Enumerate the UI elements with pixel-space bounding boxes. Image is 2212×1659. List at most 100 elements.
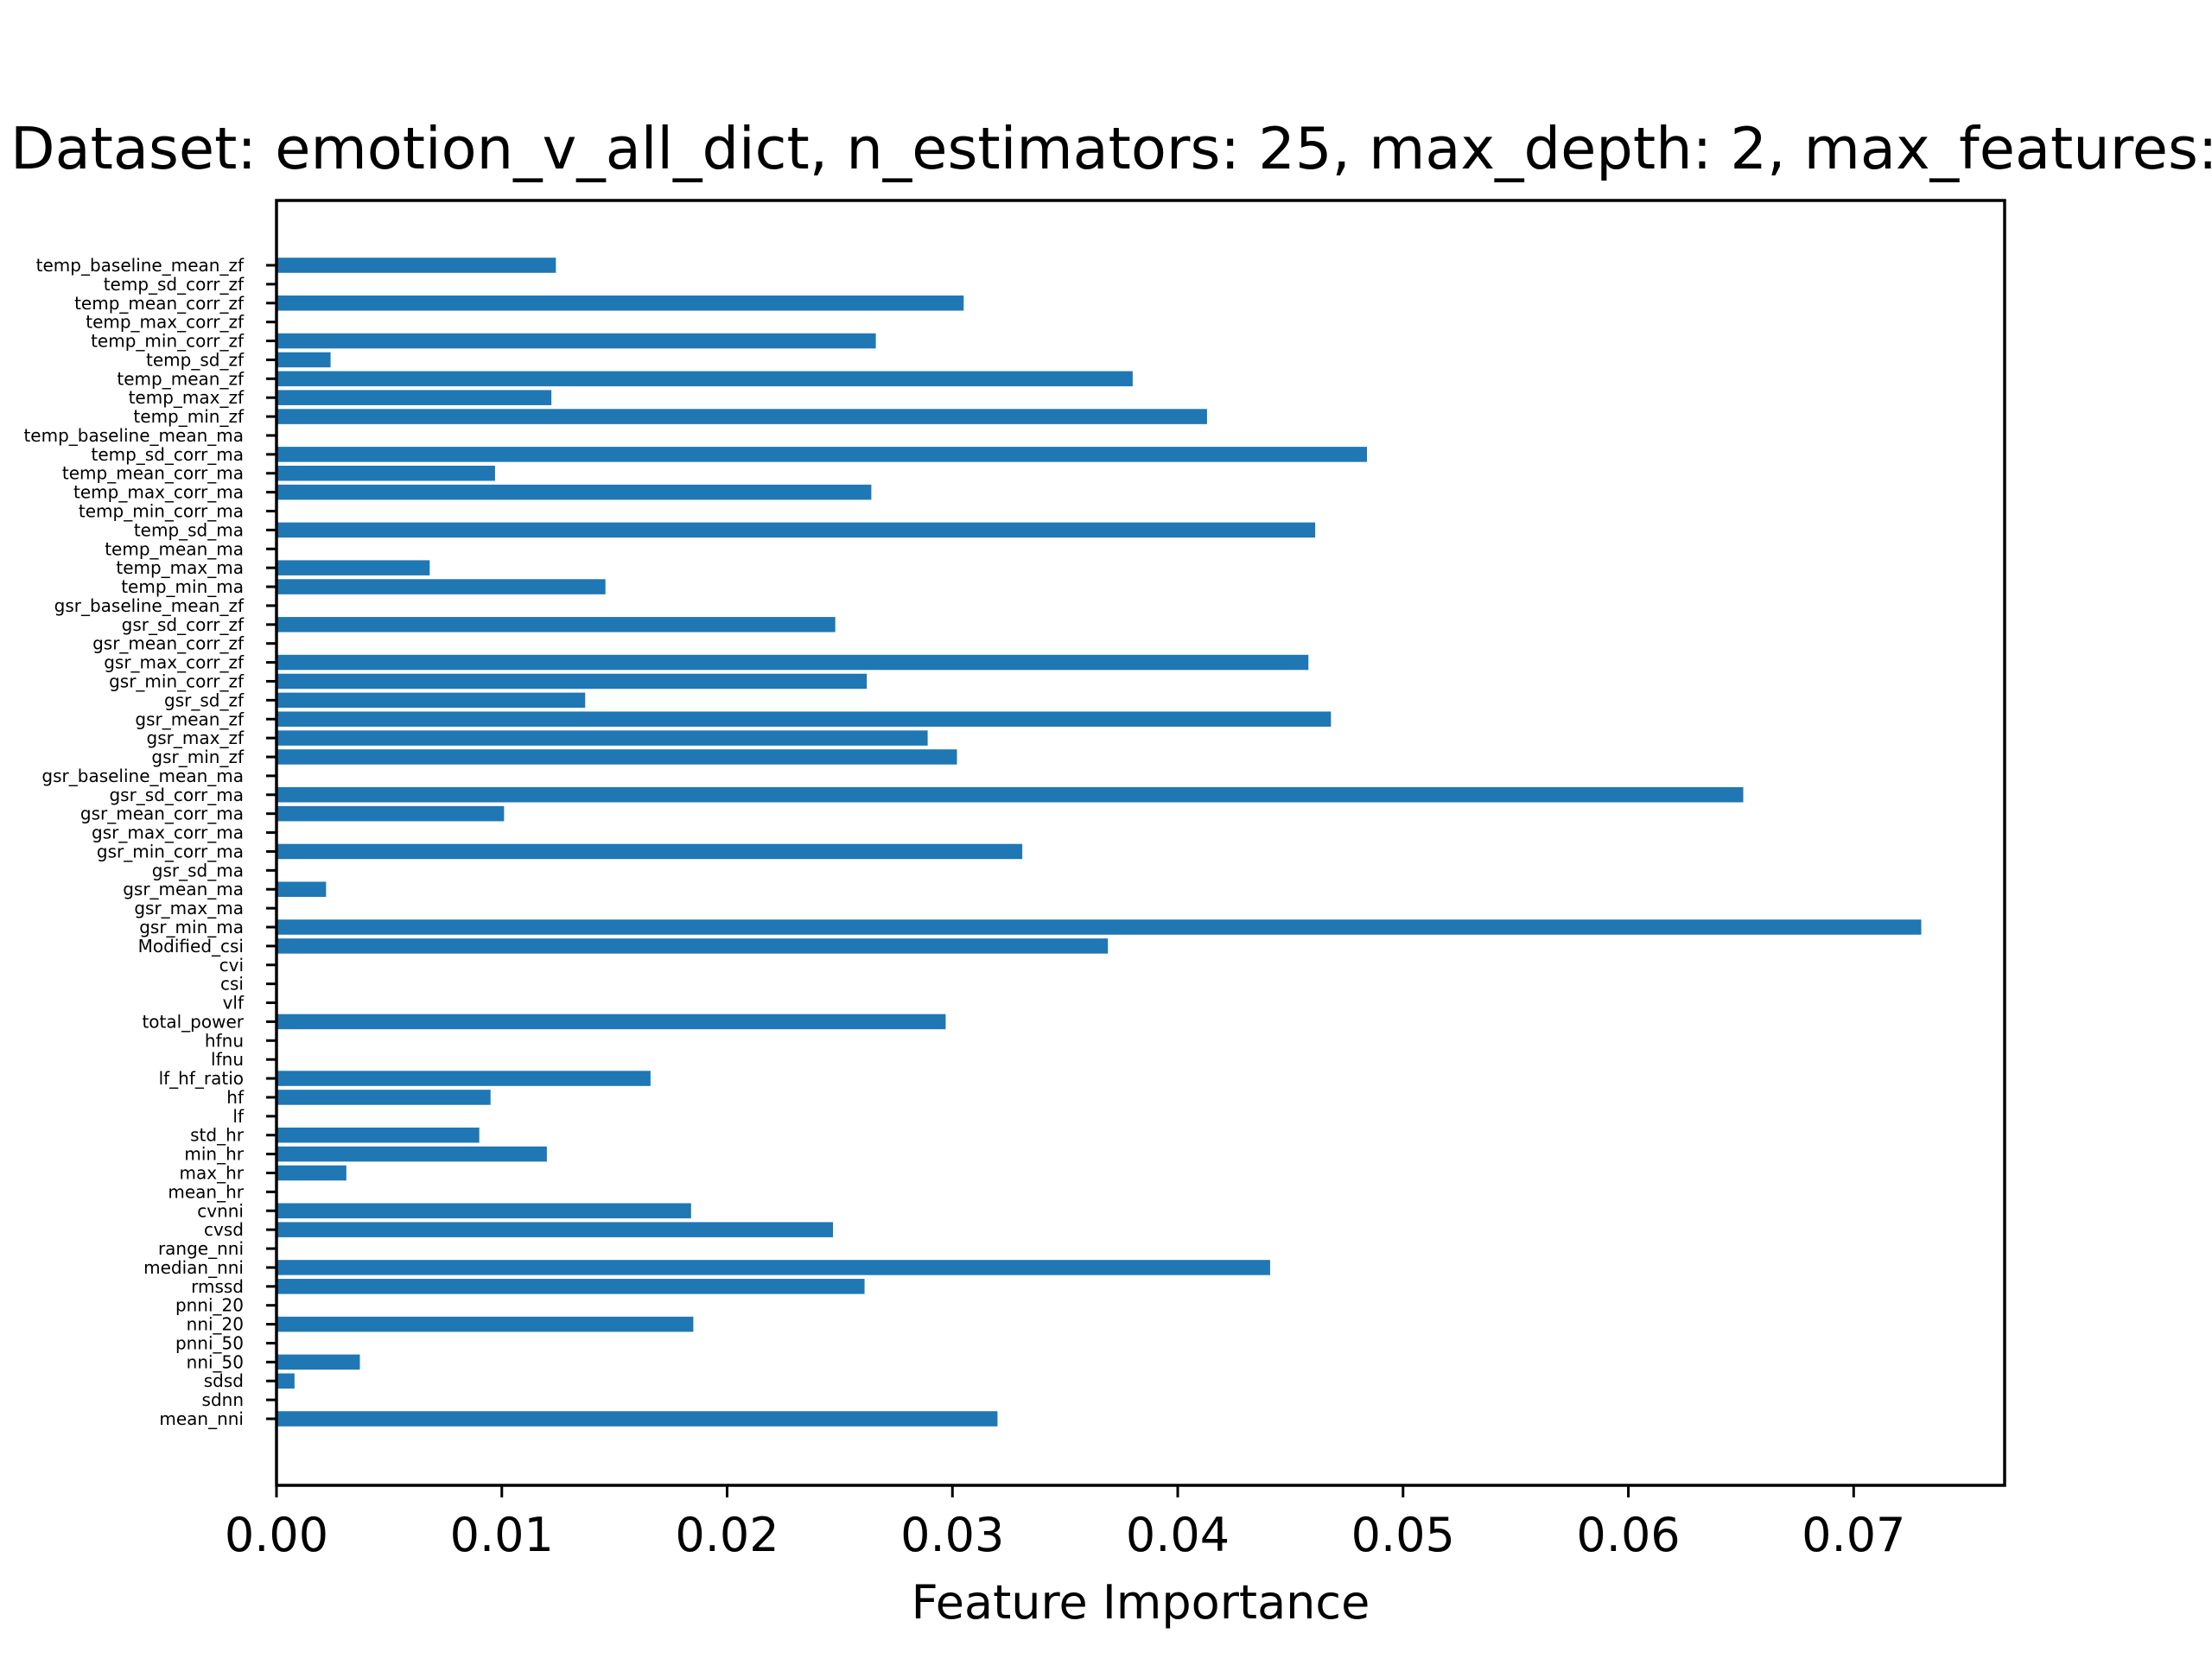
bar-temp_sd_zf	[276, 352, 331, 368]
bar-temp_baseline_mean_zf	[276, 257, 556, 273]
bars-group	[276, 257, 1922, 1427]
bar-max_hr	[276, 1165, 346, 1181]
y-tick-label: temp_min_corr_zf	[91, 331, 245, 352]
bar-gsr_mean_corr_ma	[276, 805, 505, 822]
bar-std_hr	[276, 1127, 480, 1143]
y-tick-label: gsr_sd_ma	[152, 860, 244, 880]
y-tick-label: gsr_mean_corr_zf	[92, 633, 245, 654]
y-tick-label: gsr_baseline_mean_zf	[54, 595, 245, 616]
y-tick-label: gsr_sd_corr_zf	[122, 614, 245, 635]
bar-rmssd	[276, 1279, 865, 1294]
x-tick-label: 0.01	[450, 1508, 554, 1562]
bar-temp_sd_ma	[276, 522, 1316, 538]
y-tick-label: cvi	[219, 955, 244, 976]
y-tick-label: temp_max_ma	[116, 557, 244, 578]
y-tick-label: total_power	[142, 1011, 244, 1032]
y-tick-label: temp_sd_zf	[146, 349, 245, 370]
y-tick-label: mean_hr	[168, 1181, 244, 1202]
y-tick-label: temp_sd_corr_ma	[91, 444, 244, 465]
y-tick-label: std_hr	[190, 1125, 245, 1146]
bar-temp_min_corr_zf	[276, 333, 876, 349]
bar-temp_min_zf	[276, 409, 1207, 424]
y-tick-label: temp_baseline_mean_zf	[36, 255, 245, 276]
y-tick-label: gsr_baseline_mean_ma	[41, 766, 244, 786]
y-tick-label: rmssd	[191, 1276, 244, 1297]
bar-gsr_mean_zf	[276, 711, 1332, 727]
y-tick-label: hf	[226, 1087, 245, 1108]
y-tick-label: gsr_min_corr_zf	[109, 671, 245, 691]
y-tick-label: gsr_mean_corr_ma	[80, 804, 244, 824]
bar-temp_mean_zf	[276, 371, 1133, 387]
bar-Modified_csi	[276, 938, 1109, 954]
x-tick-label: 0.00	[225, 1508, 328, 1562]
y-tick-label: sdsd	[204, 1370, 244, 1391]
y-tick-label: gsr_sd_zf	[164, 690, 245, 710]
bar-temp_max_corr_ma	[276, 484, 872, 500]
bar-cvnni	[276, 1203, 691, 1219]
y-tick-label: pnni_20	[175, 1295, 244, 1316]
y-tick-label: temp_mean_ma	[105, 538, 244, 559]
y-tick-label: temp_max_corr_zf	[86, 312, 245, 333]
bar-temp_max_zf	[276, 390, 552, 405]
y-tick-label: gsr_mean_zf	[135, 709, 245, 729]
bar-gsr_max_corr_zf	[276, 654, 1309, 671]
y-tick-label: lf_hf_ratio	[159, 1068, 244, 1089]
bar-lf_hf_ratio	[276, 1071, 651, 1086]
y-tick-label: nni_20	[187, 1314, 244, 1335]
y-tick-label: gsr_min_zf	[151, 747, 245, 767]
bar-hf	[276, 1090, 491, 1105]
bar-temp_mean_corr_ma	[276, 465, 495, 481]
bar-gsr_sd_corr_ma	[276, 787, 1744, 803]
bar-mean_nni	[276, 1411, 998, 1427]
x-tick-label: 0.06	[1576, 1508, 1680, 1562]
y-tick-label: temp_sd_corr_zf	[104, 274, 245, 295]
y-tick-label: median_nni	[143, 1257, 244, 1278]
bar-gsr_sd_corr_zf	[276, 617, 836, 632]
bar-gsr_sd_zf	[276, 692, 586, 709]
bar-cvsd	[276, 1222, 834, 1237]
bar-gsr_min_ma	[276, 919, 1922, 935]
y-tick-label: cvsd	[204, 1219, 244, 1240]
bar-min_hr	[276, 1146, 547, 1162]
bar-gsr_max_zf	[276, 730, 928, 746]
bar-nni_50	[276, 1354, 360, 1370]
bar-total_power	[276, 1014, 946, 1030]
y-tick-label: temp_mean_corr_zf	[74, 293, 245, 314]
y-tick-label: temp_mean_corr_ma	[62, 463, 244, 484]
x-tick-label: 0.05	[1351, 1508, 1455, 1562]
y-tick-label: temp_max_zf	[129, 387, 245, 408]
y-tick-label: vlf	[223, 993, 245, 1014]
plot-frame	[275, 199, 2006, 1487]
chart-title: Dataset: emotion_v_all_dict, n_estimator…	[10, 115, 2212, 182]
y-tick-label: sdnn	[202, 1389, 244, 1410]
y-tick-label: temp_max_corr_ma	[73, 482, 244, 503]
y-tick-label: lfnu	[211, 1049, 244, 1070]
y-tick-label: temp_baseline_mean_ma	[23, 425, 244, 446]
y-tick-label: temp_min_ma	[121, 576, 244, 597]
y-tick-label: cvnni	[197, 1200, 244, 1221]
y-tick-label: gsr_sd_corr_ma	[109, 785, 244, 805]
y-tick-label: gsr_mean_ma	[123, 879, 244, 899]
y-tick-label: csi	[220, 974, 244, 995]
bar-temp_min_ma	[276, 579, 606, 594]
y-tick-label: hfnu	[205, 1030, 244, 1051]
x-ticks-group: 0.00 0.01 0.02 0.03 0.04 0.05 0.06 0.07	[225, 1485, 1905, 1562]
y-tick-label: nni_50	[187, 1351, 244, 1372]
x-tick-label: 0.02	[675, 1508, 779, 1562]
bar-gsr_min_corr_zf	[276, 673, 868, 690]
bar-gsr_min_corr_ma	[276, 843, 1023, 860]
y-tick-label: temp_sd_ma	[134, 519, 244, 540]
bar-gsr_min_zf	[276, 749, 957, 765]
y-tick-label: pnni_50	[175, 1332, 244, 1353]
bar-nni_20	[276, 1316, 694, 1332]
bar-temp_mean_corr_zf	[276, 296, 964, 311]
x-tick-label: 0.04	[1126, 1508, 1230, 1562]
y-tick-label: gsr_max_corr_zf	[104, 652, 245, 673]
y-tick-label: lf	[232, 1106, 245, 1127]
bar-temp_max_ma	[276, 560, 430, 575]
y-tick-label: gsr_max_corr_ma	[92, 823, 244, 843]
y-tick-label: temp_min_zf	[133, 406, 245, 427]
y-ticks-group: mean_nnisdnnsdsdnni_50pnni_50nni_20pnni_…	[23, 255, 276, 1429]
y-tick-label: range_nni	[158, 1238, 244, 1259]
bar-median_nni	[276, 1260, 1270, 1275]
